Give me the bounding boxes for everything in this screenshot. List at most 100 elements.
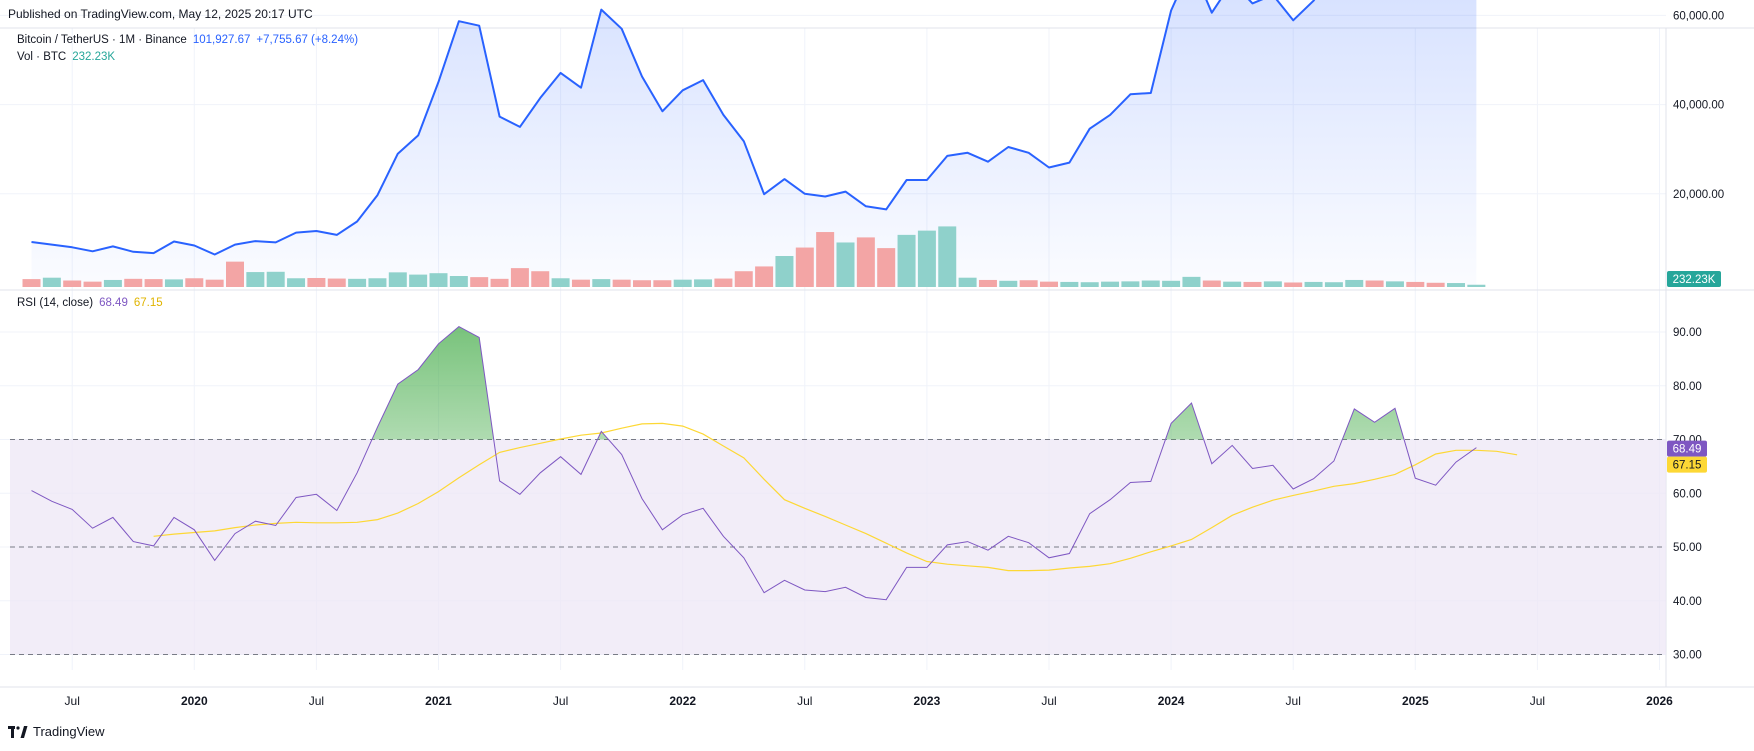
symbol-legend[interactable]: Bitcoin / TetherUS · 1M · Binance 101,927… — [17, 34, 358, 46]
volume-bar — [897, 234, 916, 287]
volume-bar — [1080, 282, 1099, 287]
volume-bar — [185, 278, 204, 287]
time-tick-label: 2026 — [1646, 694, 1673, 708]
rsi-lines — [31, 325, 1518, 601]
volume-bar — [1101, 281, 1120, 287]
volume-bar — [266, 271, 285, 287]
volume-bar — [571, 279, 590, 287]
time-tick-label: Jul — [797, 694, 812, 708]
time-tick-label: Jul — [309, 694, 324, 708]
time-tick-label: 2022 — [669, 694, 696, 708]
volume-bar — [287, 278, 306, 287]
volume-bar — [307, 277, 326, 287]
volume-bar — [490, 278, 509, 287]
time-tick-label: Jul — [65, 694, 80, 708]
volume-bar — [816, 232, 835, 287]
volume-legend[interactable]: Vol · BTC 232.23K — [17, 51, 115, 63]
last-price: 101,927.67 — [192, 34, 251, 46]
time-tick-label: Jul — [1530, 694, 1545, 708]
brand-label: TradingView — [33, 724, 105, 739]
volume-bar — [429, 273, 448, 287]
rsi-line — [31, 325, 1477, 601]
volume-bar — [144, 279, 163, 287]
volume-bar — [714, 278, 733, 287]
time-tick-label: 2021 — [425, 694, 452, 708]
volume-bar — [388, 272, 407, 287]
volume-bar — [1243, 281, 1262, 287]
time-tick-label: Jul — [1041, 694, 1056, 708]
volume-bar — [1467, 284, 1486, 287]
tradingview-brand[interactable]: TradingView — [8, 724, 105, 739]
volume-bar — [653, 280, 672, 287]
volume-bar — [22, 279, 41, 287]
volume-bar — [103, 279, 122, 287]
volume-bar — [63, 280, 82, 287]
rsi-legend[interactable]: RSI (14, close) 68.49 67.15 — [17, 297, 163, 309]
volume-bar — [612, 279, 631, 287]
volume-bar — [1284, 282, 1303, 287]
price-tick-label: 20,000.00 — [1673, 189, 1724, 201]
volume-bar — [1447, 283, 1465, 287]
volume-bar — [1263, 281, 1282, 287]
volume-bar — [226, 261, 244, 287]
volume-bar — [1406, 281, 1425, 287]
rsi-ma-badge-box — [1667, 456, 1707, 473]
time-tick-label: 2020 — [181, 694, 208, 708]
volume-badge: 232.23K — [1673, 274, 1716, 286]
volume-bar — [1365, 280, 1384, 287]
volume-bar — [836, 242, 855, 287]
time-tick-label: 2023 — [914, 694, 941, 708]
rsi-badge: 68.49 — [1673, 444, 1702, 456]
volume-bar — [1304, 281, 1323, 287]
price-change: +7,755.67 (+8.24%) — [256, 34, 359, 46]
volume-bar — [124, 278, 143, 287]
volume-value: 232.23K — [72, 51, 116, 63]
volume-bar — [1202, 280, 1221, 287]
rsi-ma-value: 67.15 — [133, 297, 163, 309]
volume-bar — [348, 278, 367, 287]
volume-bar — [1426, 282, 1445, 287]
volume-bar — [1040, 281, 1058, 287]
volume-bar — [1345, 279, 1364, 287]
rsi-value: 68.49 — [99, 297, 128, 309]
rsi-badge-box — [1667, 440, 1707, 457]
volume-bars — [22, 226, 1486, 287]
volume-badge-box — [1667, 271, 1721, 287]
volume-bar — [42, 277, 61, 287]
volume-bar — [1141, 280, 1160, 287]
volume-bar — [164, 279, 183, 287]
price-area-fill — [31, 0, 1477, 287]
volume-bar — [1223, 281, 1242, 287]
volume-bar — [327, 278, 346, 287]
volume-bar — [510, 268, 529, 287]
rsi-tick-label: 50.00 — [1673, 542, 1702, 554]
volume-bar — [877, 248, 896, 287]
rsi-ma-line — [153, 422, 1518, 572]
volume-bar — [83, 281, 102, 287]
volume-bar — [958, 277, 977, 287]
volume-bar — [856, 237, 875, 287]
volume-bar — [1121, 281, 1140, 287]
volume-bar — [551, 278, 570, 287]
volume-bar — [978, 279, 997, 287]
time-tick-label: Jul — [553, 694, 568, 708]
price-tick-label: 60,000.00 — [1673, 10, 1724, 22]
price-area — [31, 0, 1477, 287]
volume-bar — [755, 266, 774, 287]
volume-bar — [449, 276, 468, 287]
volume-title: Vol · BTC — [17, 51, 67, 63]
time-tick-label: Jul — [1286, 694, 1301, 708]
volume-bar — [246, 272, 265, 287]
volume-bar — [531, 271, 550, 287]
time-tick-label: 2024 — [1158, 694, 1185, 708]
rsi-tick-label: 40.00 — [1673, 596, 1702, 608]
time-tick-label: 2025 — [1402, 694, 1429, 708]
rsi-ma-badge: 67.15 — [1673, 460, 1702, 472]
volume-bar — [1060, 281, 1079, 287]
volume-bar — [1324, 282, 1343, 287]
rsi-title: RSI (14, close) — [17, 297, 94, 309]
volume-bar — [694, 279, 713, 287]
volume-bar — [409, 274, 428, 287]
rsi-tick-label: 90.00 — [1673, 327, 1702, 339]
